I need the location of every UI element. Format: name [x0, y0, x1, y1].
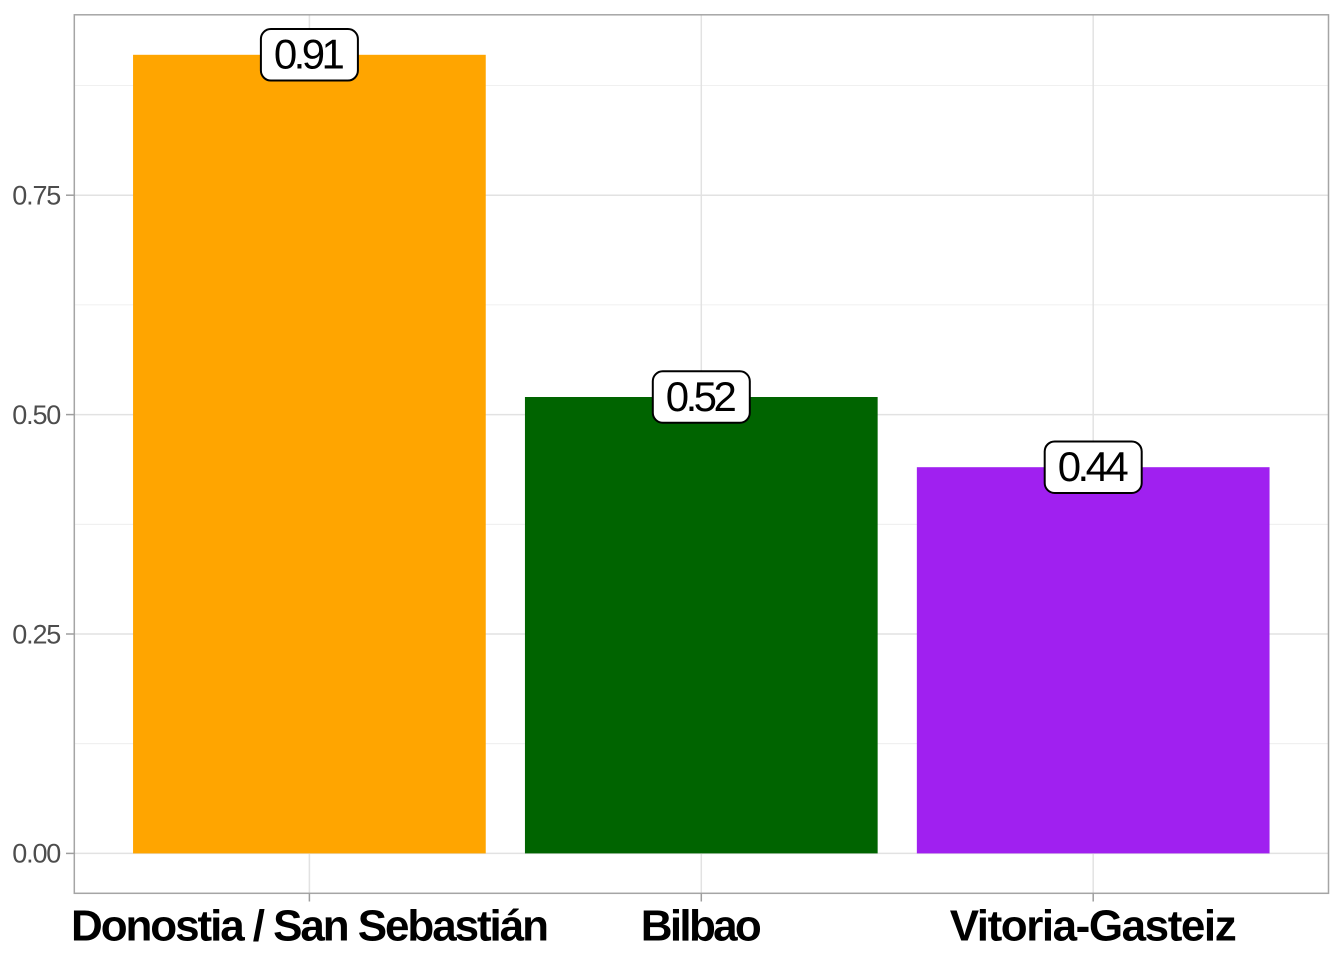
svg-text:0.91: 0.91 — [274, 31, 345, 78]
svg-text:0.50: 0.50 — [12, 400, 61, 430]
svg-text:Donostia / San Sebastián: Donostia / San Sebastián — [71, 902, 549, 951]
svg-text:0.52: 0.52 — [666, 373, 737, 420]
svg-text:0.75: 0.75 — [12, 181, 61, 211]
svg-text:Vitoria-Gasteiz: Vitoria-Gasteiz — [950, 902, 1237, 951]
svg-text:0.25: 0.25 — [12, 619, 61, 649]
svg-text:Bilbao: Bilbao — [641, 902, 762, 951]
svg-text:0.44: 0.44 — [1058, 443, 1129, 490]
svg-text:0.00: 0.00 — [12, 839, 61, 869]
